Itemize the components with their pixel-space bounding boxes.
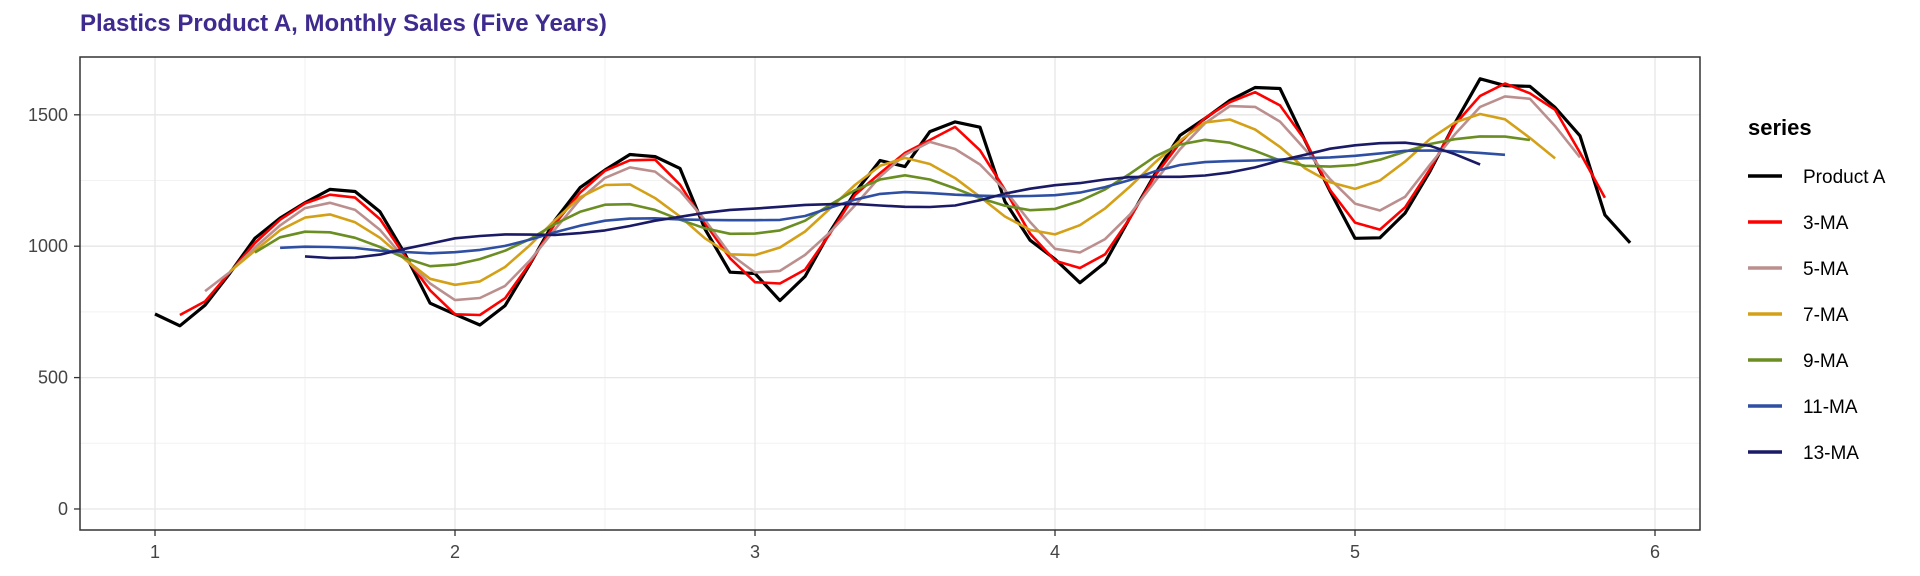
legend-label: 11-MA	[1803, 397, 1858, 418]
axis-ticks: 1 2 3 4 5 6 0 500 1000 1500	[28, 105, 1660, 562]
series-line-7-ma	[229, 112, 1556, 287]
series-line-11-ma	[280, 149, 1506, 255]
x-tick-label: 6	[1650, 542, 1660, 562]
y-tick-label: 1000	[28, 236, 68, 256]
legend-label: 5-MA	[1803, 259, 1849, 280]
y-tick-label: 1500	[28, 105, 68, 125]
series-lines	[154, 77, 1632, 328]
x-tick-label: 1	[150, 542, 160, 562]
grid-lines	[80, 57, 1700, 530]
x-tick-label: 3	[750, 542, 760, 562]
series-line-9-ma	[254, 135, 1531, 268]
series-line-3-ma	[179, 82, 1607, 317]
plot-panel-border	[79, 56, 1701, 531]
legend-title: series	[1748, 115, 1812, 140]
legend-label: 13-MA	[1803, 443, 1859, 464]
y-tick-label: 500	[38, 368, 68, 388]
legend-label: 9-MA	[1803, 351, 1849, 372]
legend-label: 3-MA	[1803, 213, 1849, 234]
legend-label: Product A	[1803, 167, 1886, 188]
legend: series Product A 3-MA 5-MA 7-MA 9-MA 11-MA 13-…	[1748, 115, 1886, 464]
series-line-5-ma	[204, 95, 1582, 302]
legend-label: 7-MA	[1803, 305, 1849, 326]
x-tick-label: 4	[1050, 542, 1060, 562]
y-tick-label: 0	[58, 499, 68, 519]
x-tick-label: 5	[1350, 542, 1360, 562]
x-tick-label: 2	[450, 542, 460, 562]
series-line-13-ma	[304, 141, 1481, 260]
chart-title: Plastics Product A, Monthly Sales (Five …	[80, 10, 607, 37]
